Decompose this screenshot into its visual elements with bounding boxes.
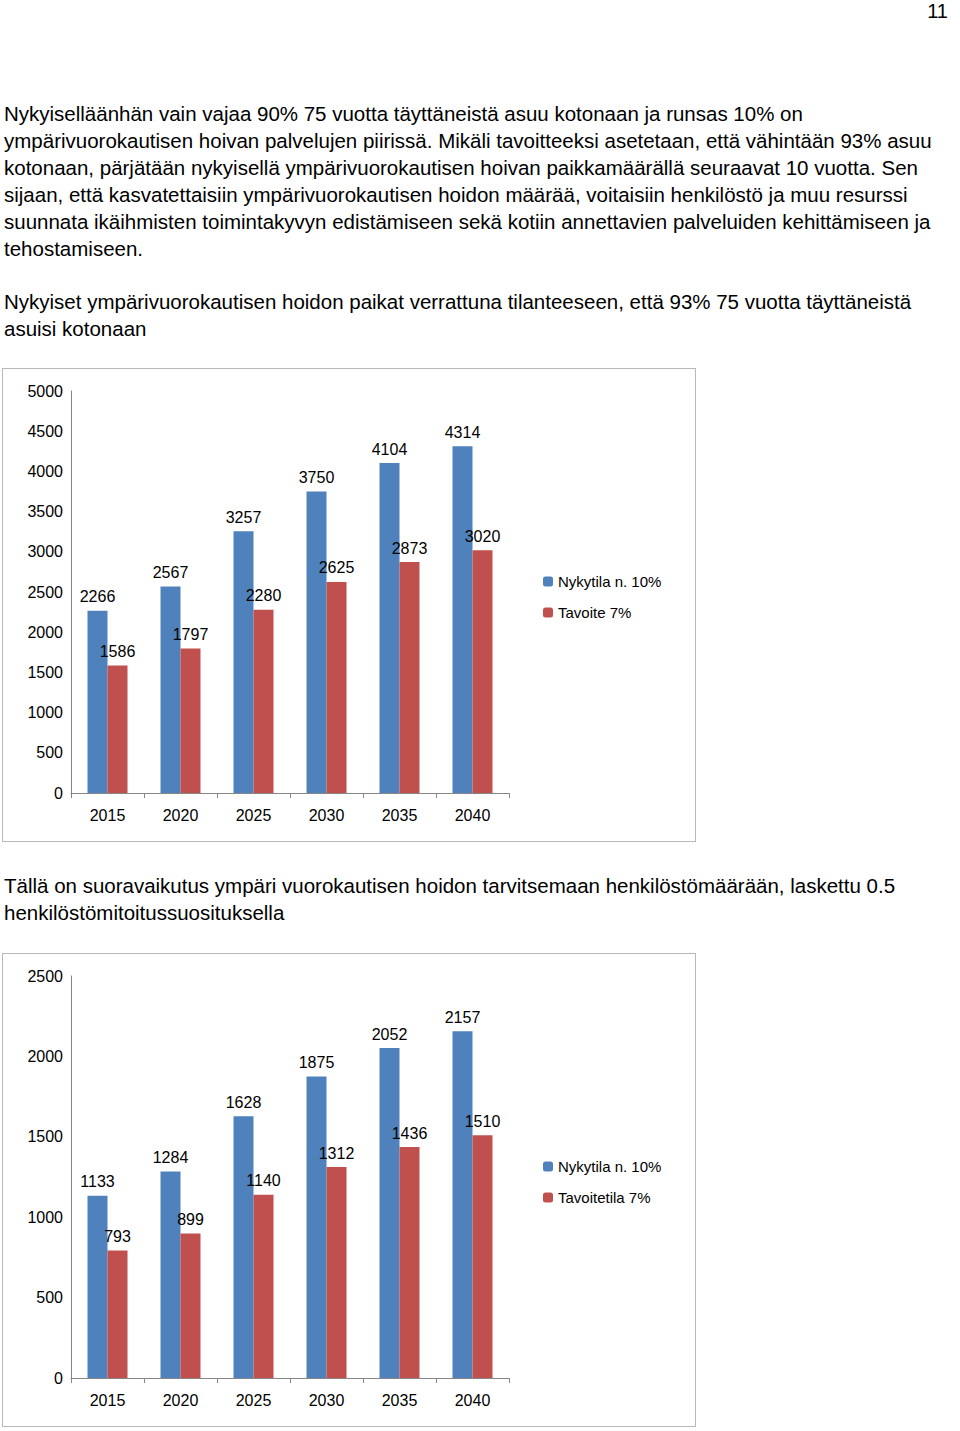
svg-text:1500: 1500 bbox=[27, 664, 63, 681]
svg-text:1628: 1628 bbox=[226, 1094, 262, 1111]
svg-text:1000: 1000 bbox=[27, 704, 63, 721]
svg-text:2500: 2500 bbox=[27, 584, 63, 601]
svg-text:3020: 3020 bbox=[465, 528, 501, 545]
svg-text:2015: 2015 bbox=[90, 1392, 126, 1409]
svg-text:2040: 2040 bbox=[455, 807, 491, 824]
svg-text:2266: 2266 bbox=[80, 588, 116, 605]
svg-text:2025: 2025 bbox=[236, 1392, 272, 1409]
svg-text:500: 500 bbox=[36, 744, 63, 761]
svg-text:1510: 1510 bbox=[465, 1113, 501, 1130]
svg-text:2035: 2035 bbox=[382, 1392, 418, 1409]
svg-text:2035: 2035 bbox=[382, 807, 418, 824]
svg-text:1140: 1140 bbox=[246, 1172, 281, 1189]
svg-text:1284: 1284 bbox=[153, 1149, 189, 1166]
svg-text:5000: 5000 bbox=[27, 383, 63, 400]
svg-text:1586: 1586 bbox=[100, 643, 136, 660]
svg-text:3000: 3000 bbox=[27, 543, 63, 560]
svg-text:1875: 1875 bbox=[299, 1054, 335, 1071]
svg-text:1436: 1436 bbox=[392, 1125, 428, 1142]
html-text:Nykyiselläänhän vain vajaa 90%: Nykyiselläänhän vain vajaa 90% 75 vuotta… bbox=[4, 102, 932, 260]
svg-text:500: 500 bbox=[36, 1289, 63, 1306]
svg-text:899: 899 bbox=[177, 1211, 204, 1228]
svg-text:3257: 3257 bbox=[226, 509, 262, 526]
svg-text:2000: 2000 bbox=[27, 1048, 63, 1065]
svg-text:1797: 1797 bbox=[173, 626, 209, 643]
svg-text:2025: 2025 bbox=[236, 807, 272, 824]
svg-text:4104: 4104 bbox=[372, 441, 408, 458]
svg-text:4000: 4000 bbox=[27, 463, 63, 480]
svg-text:Nykytila n. 10%: Nykytila n. 10% bbox=[558, 1158, 661, 1175]
svg-text:1000: 1000 bbox=[27, 1209, 63, 1226]
svg-text:4314: 4314 bbox=[445, 424, 481, 441]
svg-text:2157: 2157 bbox=[445, 1009, 481, 1026]
svg-text:2030: 2030 bbox=[309, 1392, 345, 1409]
svg-text:2567: 2567 bbox=[153, 564, 189, 581]
svg-text:2625: 2625 bbox=[319, 559, 355, 576]
html-text:11: 11 bbox=[927, 0, 948, 22]
svg-text:1133: 1133 bbox=[80, 1173, 115, 1190]
svg-text:2873: 2873 bbox=[392, 540, 428, 557]
svg-text:2280: 2280 bbox=[246, 587, 282, 604]
svg-text:3500: 3500 bbox=[27, 503, 63, 520]
svg-text:0: 0 bbox=[54, 785, 63, 802]
svg-text:2500: 2500 bbox=[27, 968, 63, 985]
svg-text:1500: 1500 bbox=[27, 1128, 63, 1145]
svg-text:2020: 2020 bbox=[163, 1392, 199, 1409]
svg-text:3750: 3750 bbox=[299, 469, 335, 486]
html-text:Nykyiset ympärivuorokautisen h: Nykyiset ympärivuorokautisen hoidon paik… bbox=[4, 290, 912, 340]
svg-text:Tavoitetila 7%: Tavoitetila 7% bbox=[558, 1189, 651, 1206]
svg-text:4500: 4500 bbox=[27, 423, 63, 440]
svg-text:2030: 2030 bbox=[309, 807, 345, 824]
html-text:Tällä on suoravaikutus ympäri: Tällä on suoravaikutus ympäri vuorokauti… bbox=[4, 874, 896, 924]
svg-text:1312: 1312 bbox=[319, 1145, 355, 1162]
svg-text:2020: 2020 bbox=[163, 807, 199, 824]
svg-text:2000: 2000 bbox=[27, 624, 63, 641]
svg-text:Nykytila n. 10%: Nykytila n. 10% bbox=[558, 573, 661, 590]
svg-text:2015: 2015 bbox=[90, 807, 126, 824]
svg-text:2052: 2052 bbox=[372, 1026, 408, 1043]
svg-text:Tavoite 7%: Tavoite 7% bbox=[558, 604, 631, 621]
svg-text:793: 793 bbox=[104, 1228, 131, 1245]
svg-text:0: 0 bbox=[54, 1370, 63, 1387]
svg-text:2040: 2040 bbox=[455, 1392, 491, 1409]
